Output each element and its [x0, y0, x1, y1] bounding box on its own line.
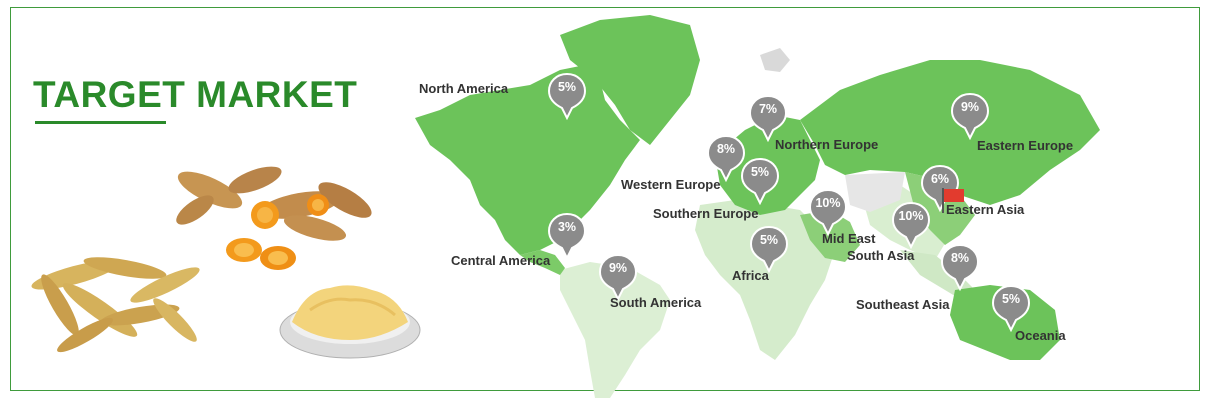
pin-icon	[547, 212, 587, 260]
map-mid-east-land	[800, 210, 860, 262]
product-images	[31, 166, 421, 359]
region-label: Central America	[451, 253, 551, 268]
pin-icon	[950, 92, 990, 140]
market-share: 9%	[960, 100, 980, 114]
region-label: Mid East	[822, 231, 876, 246]
turmeric-powder-image	[279, 285, 421, 359]
map-central-america	[520, 250, 565, 275]
market-share: 9%	[608, 261, 628, 275]
market-share: 8%	[716, 142, 736, 156]
region-label: Eastern Europe	[977, 138, 1074, 153]
pin-icon	[749, 225, 789, 273]
map-greenland	[560, 15, 700, 145]
pin-icon	[920, 164, 960, 212]
flag-icon	[942, 188, 964, 213]
region-label: Southern Europe	[653, 206, 759, 221]
market-share: 3%	[557, 220, 577, 234]
fresh-turmeric-image	[176, 166, 372, 270]
region-label: North America	[419, 81, 509, 96]
pin-icon	[991, 284, 1031, 332]
dried-turmeric-image	[31, 257, 200, 353]
map-australia	[950, 285, 1060, 360]
pin-icon	[891, 201, 931, 249]
title-underline	[35, 121, 166, 124]
market-share: 10%	[815, 196, 841, 210]
market-share: 10%	[898, 209, 924, 223]
region-label: Oceania	[1015, 328, 1066, 343]
pin-icon	[740, 157, 780, 205]
map-africa	[695, 200, 835, 360]
pin-icon	[706, 134, 746, 182]
market-share: 5%	[1001, 292, 1021, 306]
market-share: 5%	[750, 165, 770, 179]
market-share: 7%	[758, 102, 778, 116]
pin-icon	[598, 253, 638, 301]
pin-icon	[547, 72, 587, 120]
pin-icon	[940, 243, 980, 291]
map-iceland	[760, 48, 790, 72]
market-share: 5%	[557, 80, 577, 94]
market-share: 6%	[930, 172, 950, 186]
region-label: South America	[610, 295, 702, 310]
market-share: 5%	[759, 233, 779, 247]
region-label: Africa	[732, 268, 769, 283]
region-label: South Asia	[847, 248, 915, 263]
pin-icon	[748, 94, 788, 142]
map-north-america	[415, 65, 640, 255]
map-south-america	[560, 262, 670, 398]
page-title: TARGET MARKET	[33, 74, 358, 115]
market-share: 8%	[950, 251, 970, 265]
region-label: Northern Europe	[775, 137, 879, 152]
region-label: Southeast Asia	[856, 297, 950, 312]
map-middle-east	[845, 172, 905, 212]
map-russia	[800, 60, 1100, 205]
region-label: Eastern Asia	[946, 202, 1025, 217]
region-label: Western Europe	[621, 177, 721, 192]
pin-icon	[808, 188, 848, 236]
